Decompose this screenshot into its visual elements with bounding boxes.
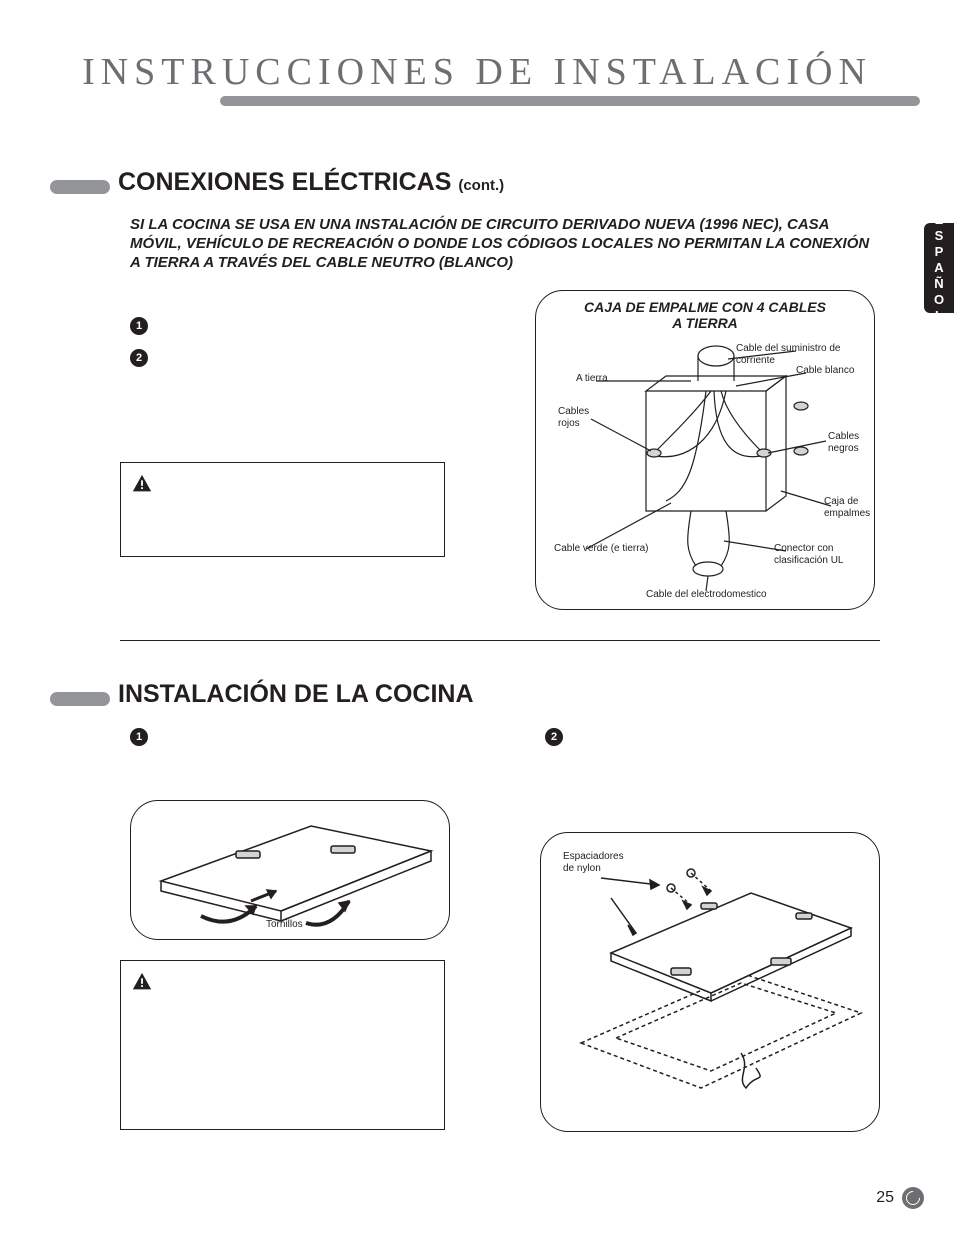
lbl-cables-negros: Cables negros bbox=[828, 431, 873, 454]
section2-heading: INSTALACIÓN DE LA COCINA bbox=[118, 680, 474, 709]
section-divider bbox=[120, 640, 880, 641]
lbl-a-tierra: A tierra bbox=[576, 373, 608, 385]
section2-bullet-2: 2 bbox=[545, 728, 563, 746]
lbl-conector-ul: Conector con clasificación UL bbox=[774, 543, 864, 566]
section1-heading-main: CONEXIONES ELÉCTRICAS bbox=[118, 168, 451, 196]
spacers-svg bbox=[541, 833, 881, 1133]
warning-icon bbox=[131, 473, 153, 495]
language-tab: ESPAÑOL bbox=[924, 223, 954, 313]
lbl-cables-rojos: Cables rojos bbox=[558, 406, 598, 429]
diagram-cooktop-underside: Tornillos bbox=[130, 800, 450, 940]
section1-heading: CONEXIONES ELÉCTRICAS (cont.) bbox=[118, 168, 504, 197]
lbl-tornillos: Tornillos bbox=[266, 919, 303, 931]
lbl-cable-verde: Cable verde (e tierra) bbox=[554, 543, 648, 555]
section-pill-2 bbox=[50, 692, 110, 706]
caution-box-1 bbox=[120, 462, 445, 557]
page-number: 25 bbox=[876, 1189, 894, 1207]
caution-box-2 bbox=[120, 960, 445, 1130]
lbl-cable-suministro: Cable del suministro de corriente bbox=[736, 343, 871, 366]
section1-italic-note: SI LA COCINA SE USA EN UNA INSTALACIÓN D… bbox=[130, 216, 870, 272]
lbl-cable-blanco: Cable blanco bbox=[796, 365, 854, 377]
section1-heading-cont: (cont.) bbox=[458, 177, 504, 194]
diagram-junction-box: CAJA DE EMPALME CON 4 CABLES A TIERRA bbox=[535, 290, 875, 610]
section1-bullet-1: 1 bbox=[130, 317, 148, 335]
section2-bullet-1: 1 bbox=[130, 728, 148, 746]
diagram-spacers: Espaciadores de nylon bbox=[540, 832, 880, 1132]
warning-icon-2 bbox=[131, 971, 153, 993]
lbl-espaciadores: Espaciadores de nylon bbox=[563, 851, 633, 874]
section-pill-1 bbox=[50, 180, 110, 194]
lbl-caja-empalmes: Caja de empalmes bbox=[824, 496, 874, 519]
lbl-cable-electro: Cable del electrodomestico bbox=[646, 589, 767, 601]
title-bar bbox=[220, 96, 920, 106]
lg-logo-icon bbox=[902, 1187, 924, 1209]
section1-bullet-2: 2 bbox=[130, 349, 148, 367]
page-title: INSTRUCCIONES DE INSTALACIÓN bbox=[0, 50, 954, 94]
